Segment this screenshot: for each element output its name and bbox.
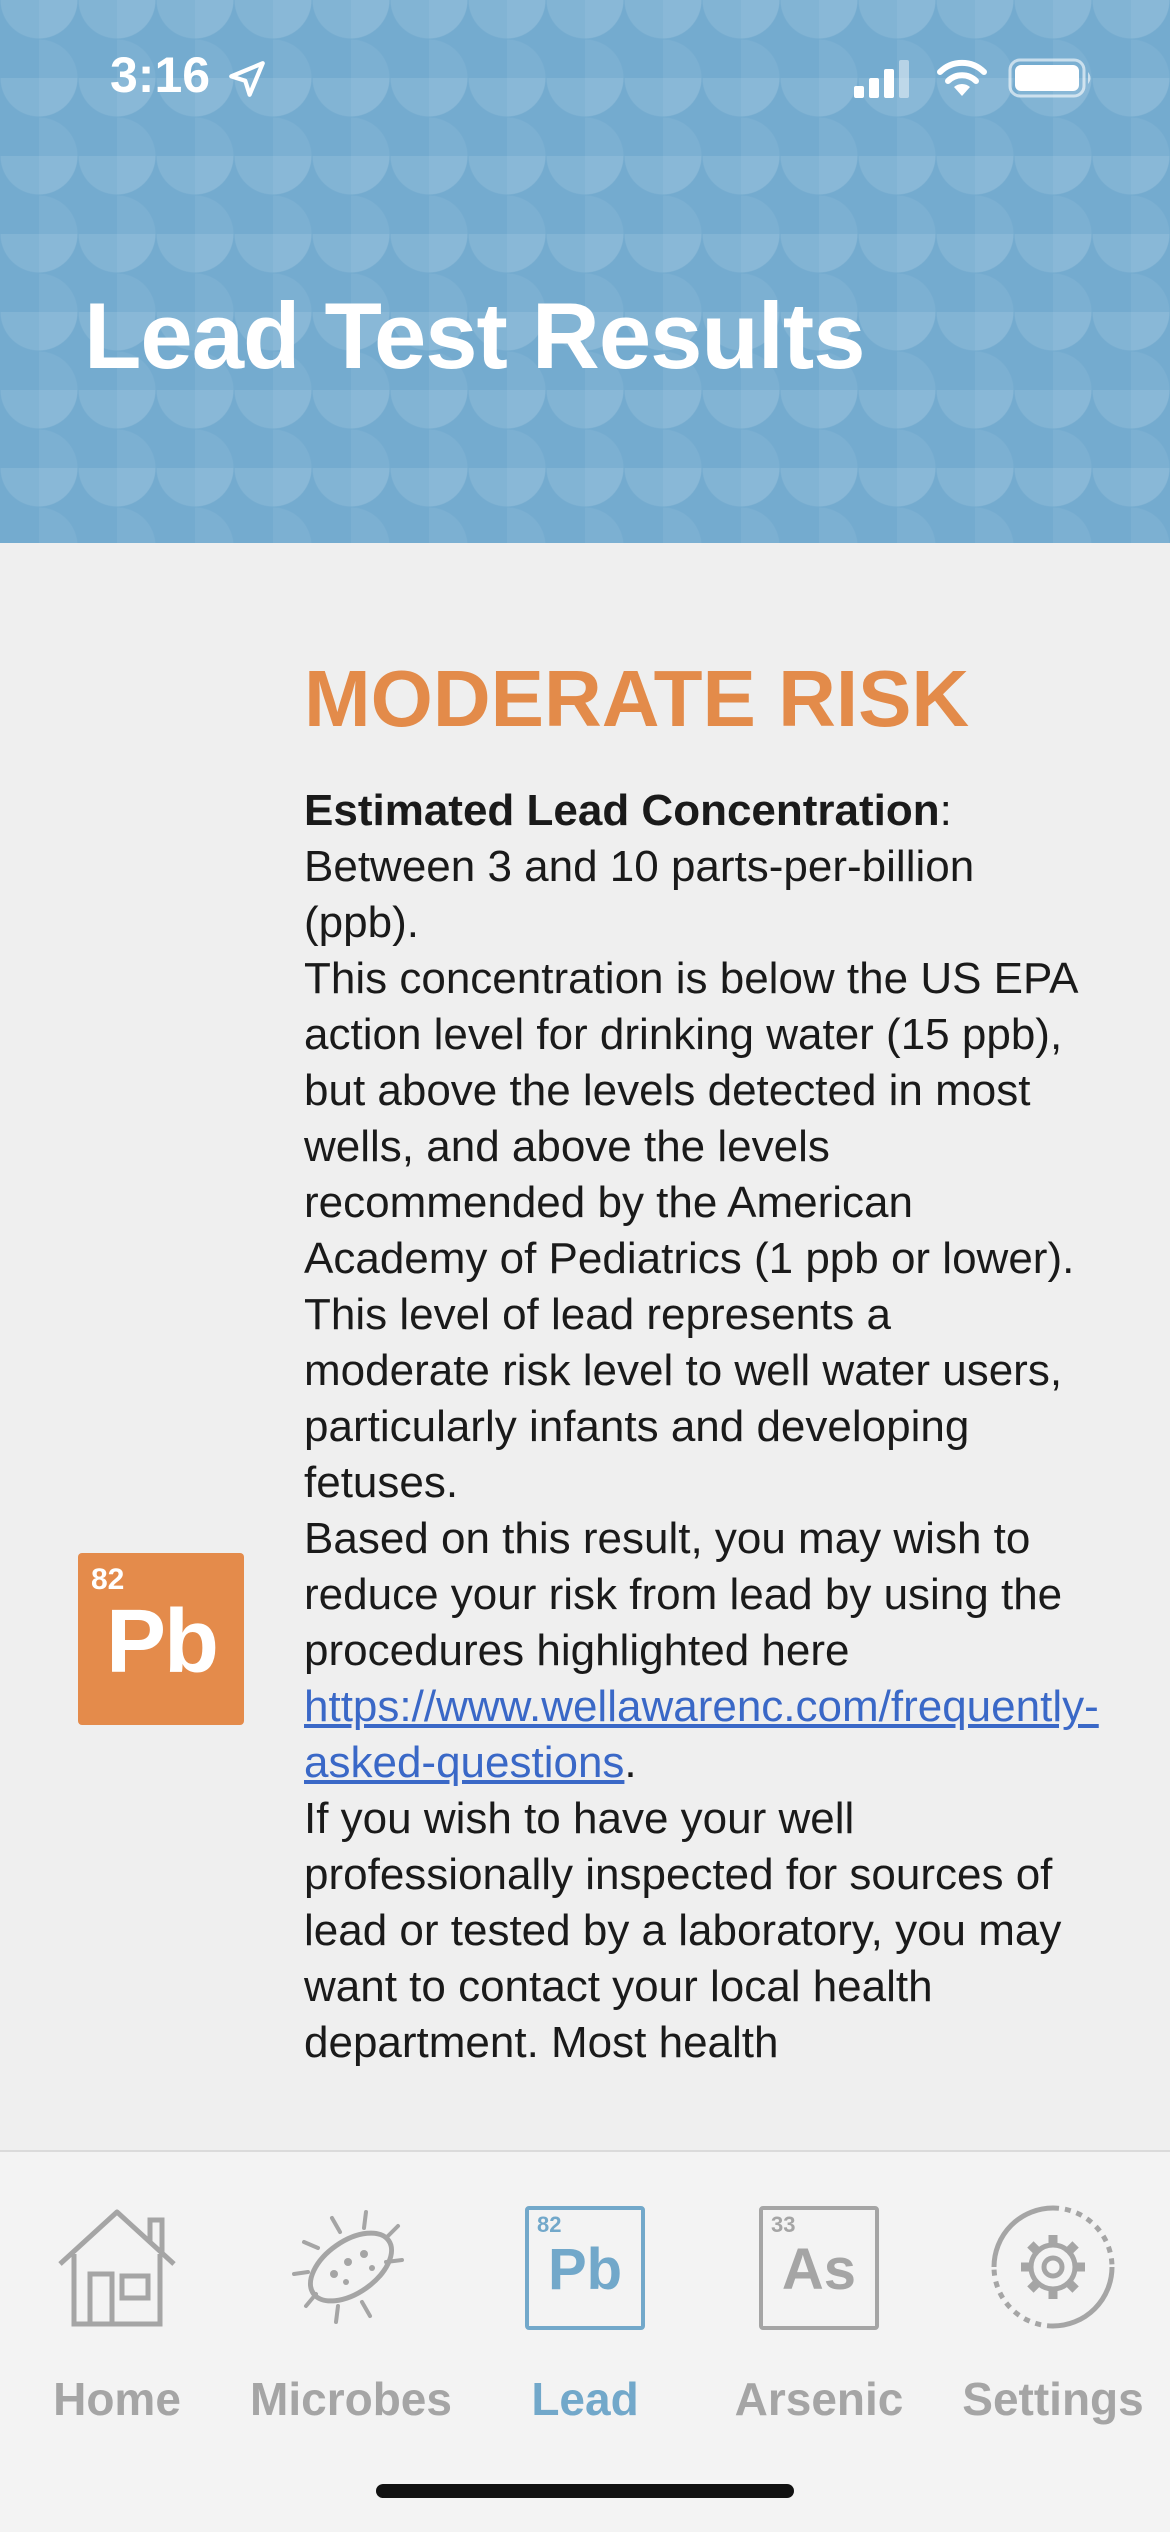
faq-link[interactable]: https://www.wellawarenc.com/frequently-a… bbox=[304, 1682, 1099, 1787]
epa-paragraph: This concentration is below the US EPA a… bbox=[304, 954, 1077, 1283]
lead-tab-symbol: Pb bbox=[547, 2237, 623, 2302]
risk-level-heading: MODERATE RISK bbox=[304, 654, 970, 743]
reduce-risk-paragraph: Based on this result, you may wish to re… bbox=[304, 1511, 1099, 1791]
arsenic-element-icon: 33 As bbox=[759, 2206, 879, 2330]
tab-bar: Home Microbes 82 Pb Lead 33 bbox=[0, 2150, 1170, 2532]
reduce-risk-text: Based on this result, you may wish to re… bbox=[304, 1514, 1063, 1675]
lead-element-icon: 82 Pb bbox=[525, 2206, 645, 2330]
lead-element-tile: 82 Pb bbox=[78, 1553, 244, 1725]
battery-icon bbox=[1008, 58, 1091, 98]
header: 3:16 Lead Test Results bbox=[0, 0, 1170, 543]
home-indicator[interactable] bbox=[376, 2484, 794, 2498]
tab-label-lead: Lead bbox=[531, 2373, 639, 2425]
tab-arsenic[interactable]: 33 As Arsenic bbox=[702, 2202, 936, 2442]
tab-settings[interactable]: Settings bbox=[936, 2202, 1170, 2442]
concentration-colon: : bbox=[939, 786, 952, 835]
house-icon bbox=[58, 2209, 176, 2327]
tab-label-home: Home bbox=[53, 2373, 181, 2425]
reduce-risk-suffix: . bbox=[624, 1738, 637, 1787]
tab-microbes[interactable]: Microbes bbox=[234, 2202, 468, 2442]
lead-tab-number: 82 bbox=[537, 2212, 562, 2237]
page-title: Lead Test Results bbox=[84, 283, 865, 388]
concentration-value: Between 3 and 10 parts-per-billion (ppb)… bbox=[304, 842, 975, 947]
results-content[interactable]: MODERATE RISK Estimated Lead Concentrati… bbox=[0, 543, 1158, 2150]
location-arrow-icon bbox=[229, 61, 265, 97]
microbe-icon bbox=[292, 2210, 404, 2324]
arsenic-tab-number: 33 bbox=[771, 2212, 796, 2237]
tab-lead[interactable]: 82 Pb Lead bbox=[468, 2202, 702, 2442]
tab-label-arsenic: Arsenic bbox=[734, 2373, 904, 2425]
cellular-signal-icon bbox=[854, 60, 909, 98]
result-description: Estimated Lead Concentration: Between 3 … bbox=[304, 783, 1099, 2071]
status-bar: 3:16 bbox=[0, 0, 1170, 150]
element-symbol: Pb bbox=[106, 1592, 219, 1692]
tab-label-microbes: Microbes bbox=[250, 2373, 452, 2425]
risk-paragraph: This level of lead represents a moderate… bbox=[304, 1290, 1063, 1507]
arsenic-tab-symbol: As bbox=[781, 2237, 857, 2302]
status-time: 3:16 bbox=[110, 47, 211, 103]
concentration-paragraph: Estimated Lead Concentration: Between 3 … bbox=[304, 783, 1084, 951]
wifi-icon bbox=[937, 59, 987, 96]
concentration-label: Estimated Lead Concentration bbox=[304, 786, 940, 835]
tab-home[interactable]: Home bbox=[0, 2202, 234, 2442]
inspection-paragraph: If you wish to have your well profession… bbox=[304, 1794, 1062, 2067]
gear-icon bbox=[991, 2205, 1115, 2329]
tab-label-settings: Settings bbox=[962, 2373, 1144, 2425]
atomic-number: 82 bbox=[91, 1563, 125, 1596]
